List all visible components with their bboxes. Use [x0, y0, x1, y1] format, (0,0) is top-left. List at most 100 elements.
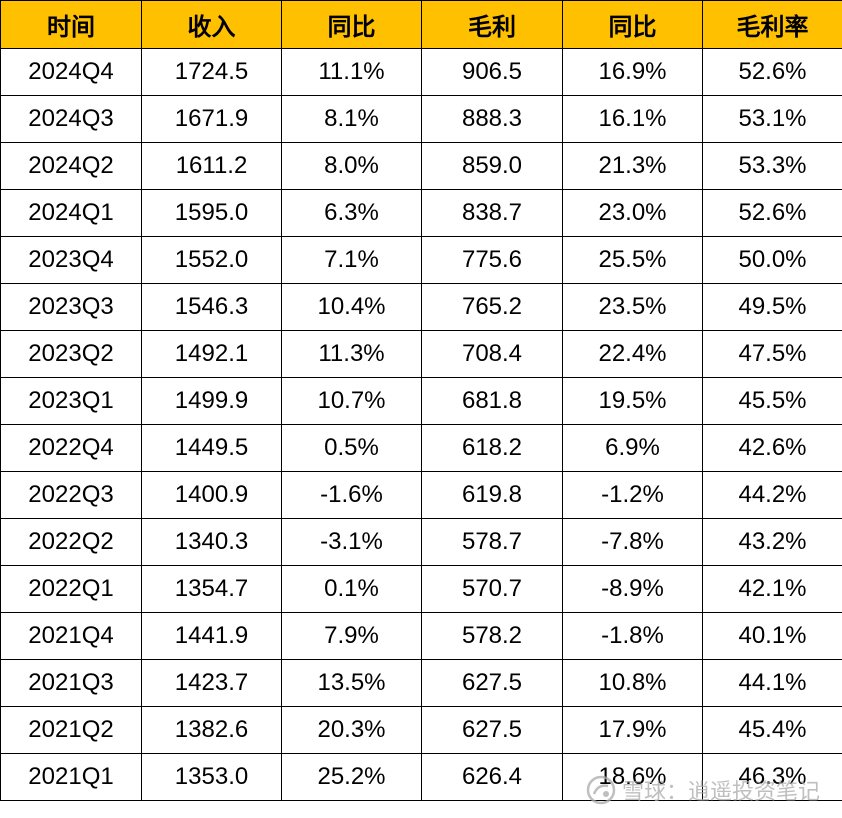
- cell-revenue-yoy: 0.1%: [281, 565, 422, 613]
- cell-period: 2022Q2: [0, 518, 142, 566]
- cell-gross-profit: 619.8: [421, 471, 563, 519]
- cell-gross-profit: 906.5: [421, 48, 563, 96]
- cell-gross-profit-yoy: 19.5%: [562, 377, 703, 425]
- table-body: 2024Q4 1724.5 11.1% 906.5 16.9% 52.6% 2024Q3 16…: [0, 48, 842, 801]
- cell-revenue-yoy: 20.3%: [281, 706, 422, 754]
- cell-revenue-yoy: 25.2%: [281, 753, 422, 801]
- cell-revenue: 1724.5: [141, 48, 282, 96]
- cell-gross-profit: 775.6: [421, 236, 563, 284]
- header-row: 时间 收入 同比 毛利 同比 毛利率: [0, 0, 842, 49]
- table-row: 2021Q2 1382.6 20.3% 627.5 17.9% 45.4%: [0, 706, 842, 754]
- table-row: 2023Q1 1499.9 10.7% 681.8 19.5% 45.5%: [0, 377, 842, 425]
- cell-gross-profit-yoy: 23.5%: [562, 283, 703, 331]
- cell-gross-profit-yoy: -7.8%: [562, 518, 703, 566]
- cell-gross-profit: 627.5: [421, 706, 563, 754]
- cell-revenue-yoy: 8.0%: [281, 142, 422, 190]
- cell-gross-profit-yoy: 22.4%: [562, 330, 703, 378]
- table-header: 时间 收入 同比 毛利 同比 毛利率: [0, 0, 842, 49]
- header-gross-margin: 毛利率: [702, 0, 842, 49]
- cell-gross-profit-yoy: -1.2%: [562, 471, 703, 519]
- header-period: 时间: [0, 0, 142, 49]
- cell-revenue-yoy: -3.1%: [281, 518, 422, 566]
- cell-gross-profit-yoy: -1.8%: [562, 612, 703, 660]
- cell-gross-profit-yoy: 18.6%: [562, 753, 703, 801]
- cell-period: 2023Q3: [0, 283, 142, 331]
- cell-period: 2022Q1: [0, 565, 142, 613]
- cell-period: 2023Q1: [0, 377, 142, 425]
- cell-revenue: 1353.0: [141, 753, 282, 801]
- cell-period: 2022Q4: [0, 424, 142, 472]
- cell-gross-profit: 578.2: [421, 612, 563, 660]
- table-row: 2023Q4 1552.0 7.1% 775.6 25.5% 50.0%: [0, 236, 842, 284]
- cell-gross-profit-yoy: -8.9%: [562, 565, 703, 613]
- cell-gross-profit: 627.5: [421, 659, 563, 707]
- cell-period: 2021Q2: [0, 706, 142, 754]
- cell-gross-profit: 570.7: [421, 565, 563, 613]
- table-row: 2023Q3 1546.3 10.4% 765.2 23.5% 49.5%: [0, 283, 842, 331]
- financial-table: 时间 收入 同比 毛利 同比 毛利率 2024Q4 1724.5 11.1% 906.…: [0, 0, 842, 801]
- cell-gross-profit-yoy: 23.0%: [562, 189, 703, 237]
- cell-revenue: 1492.1: [141, 330, 282, 378]
- cell-gross-margin: 43.2%: [702, 518, 842, 566]
- table-row: 2024Q1 1595.0 6.3% 838.7 23.0% 52.6%: [0, 189, 842, 237]
- table-row: 2024Q3 1671.9 8.1% 888.3 16.1% 53.1%: [0, 95, 842, 143]
- cell-revenue: 1441.9: [141, 612, 282, 660]
- cell-revenue: 1400.9: [141, 471, 282, 519]
- cell-gross-profit-yoy: 17.9%: [562, 706, 703, 754]
- table-row: 2021Q4 1441.9 7.9% 578.2 -1.8% 40.1%: [0, 612, 842, 660]
- table-row: 2024Q2 1611.2 8.0% 859.0 21.3% 53.3%: [0, 142, 842, 190]
- cell-revenue: 1382.6: [141, 706, 282, 754]
- cell-gross-profit-yoy: 21.3%: [562, 142, 703, 190]
- cell-gross-profit-yoy: 16.1%: [562, 95, 703, 143]
- cell-gross-profit: 708.4: [421, 330, 563, 378]
- cell-revenue: 1499.9: [141, 377, 282, 425]
- cell-gross-profit: 838.7: [421, 189, 563, 237]
- table-row: 2022Q2 1340.3 -3.1% 578.7 -7.8% 43.2%: [0, 518, 842, 566]
- cell-revenue-yoy: -1.6%: [281, 471, 422, 519]
- cell-gross-margin: 40.1%: [702, 612, 842, 660]
- cell-period: 2024Q4: [0, 48, 142, 96]
- cell-gross-margin: 47.5%: [702, 330, 842, 378]
- cell-revenue: 1546.3: [141, 283, 282, 331]
- cell-revenue-yoy: 7.1%: [281, 236, 422, 284]
- cell-gross-margin: 52.6%: [702, 48, 842, 96]
- cell-gross-margin: 45.5%: [702, 377, 842, 425]
- cell-revenue-yoy: 11.1%: [281, 48, 422, 96]
- table-row: 2024Q4 1724.5 11.1% 906.5 16.9% 52.6%: [0, 48, 842, 96]
- header-gross-profit-yoy: 同比: [562, 0, 703, 49]
- table-row: 2022Q4 1449.5 0.5% 618.2 6.9% 42.6%: [0, 424, 842, 472]
- cell-gross-profit: 681.8: [421, 377, 563, 425]
- cell-revenue: 1449.5: [141, 424, 282, 472]
- cell-revenue-yoy: 7.9%: [281, 612, 422, 660]
- cell-revenue-yoy: 10.4%: [281, 283, 422, 331]
- cell-period: 2021Q3: [0, 659, 142, 707]
- table-row: 2021Q1 1353.0 25.2% 626.4 18.6% 46.3%: [0, 753, 842, 801]
- cell-revenue-yoy: 6.3%: [281, 189, 422, 237]
- cell-revenue: 1423.7: [141, 659, 282, 707]
- cell-revenue: 1354.7: [141, 565, 282, 613]
- table-row: 2022Q3 1400.9 -1.6% 619.8 -1.2% 44.2%: [0, 471, 842, 519]
- cell-period: 2023Q2: [0, 330, 142, 378]
- cell-gross-profit: 618.2: [421, 424, 563, 472]
- cell-gross-profit-yoy: 16.9%: [562, 48, 703, 96]
- cell-period: 2021Q4: [0, 612, 142, 660]
- cell-gross-profit: 888.3: [421, 95, 563, 143]
- cell-revenue: 1595.0: [141, 189, 282, 237]
- cell-gross-margin: 42.1%: [702, 565, 842, 613]
- cell-gross-profit: 626.4: [421, 753, 563, 801]
- cell-period: 2024Q2: [0, 142, 142, 190]
- header-gross-profit: 毛利: [421, 0, 563, 49]
- cell-period: 2024Q3: [0, 95, 142, 143]
- cell-period: 2021Q1: [0, 753, 142, 801]
- cell-revenue: 1671.9: [141, 95, 282, 143]
- cell-period: 2022Q3: [0, 471, 142, 519]
- cell-revenue-yoy: 13.5%: [281, 659, 422, 707]
- cell-revenue-yoy: 8.1%: [281, 95, 422, 143]
- cell-gross-profit: 765.2: [421, 283, 563, 331]
- cell-revenue: 1340.3: [141, 518, 282, 566]
- cell-gross-margin: 45.4%: [702, 706, 842, 754]
- cell-gross-profit-yoy: 10.8%: [562, 659, 703, 707]
- cell-revenue-yoy: 11.3%: [281, 330, 422, 378]
- cell-gross-margin: 50.0%: [702, 236, 842, 284]
- cell-gross-margin: 53.1%: [702, 95, 842, 143]
